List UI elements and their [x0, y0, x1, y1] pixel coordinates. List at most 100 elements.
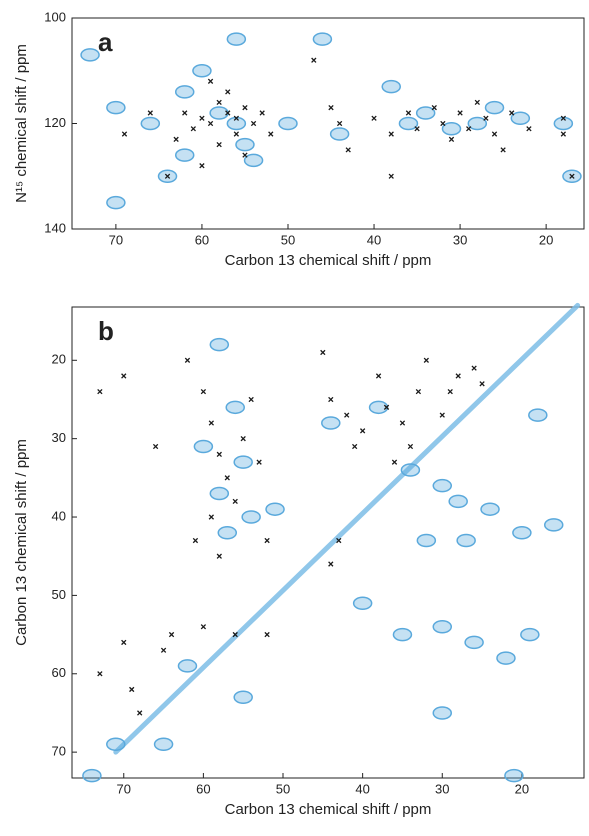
assigned-peak	[240, 436, 246, 442]
peak-contour	[209, 337, 230, 352]
assigned-peak	[345, 147, 351, 153]
assigned-peak	[268, 131, 274, 137]
assigned-peak	[97, 388, 103, 395]
assigned-peak	[405, 110, 412, 116]
peak-contour	[80, 48, 100, 62]
assigned-peak	[447, 388, 453, 395]
peak-contour	[368, 400, 389, 415]
peak-contour	[432, 619, 453, 634]
peak-contour	[480, 502, 500, 516]
assigned-peak	[190, 126, 196, 132]
assigned-peak	[192, 537, 199, 544]
y-tick-label: 120	[44, 115, 66, 130]
assigned-peak	[383, 404, 390, 410]
peak-contour	[233, 690, 253, 705]
assigned-peak	[509, 110, 515, 116]
peak-contour	[381, 79, 401, 94]
x-tick-label: 60	[196, 781, 210, 796]
peak-contour	[174, 148, 195, 162]
assigned-peak	[160, 647, 167, 653]
peak-contour	[441, 122, 462, 136]
peak-contour	[415, 106, 436, 120]
assigned-peak	[264, 631, 270, 638]
peak-contour	[496, 651, 516, 665]
assigned-peak	[264, 537, 270, 544]
x-tick-label: 30	[435, 781, 449, 796]
x-tick-label: 20	[515, 781, 529, 796]
peak-contour	[177, 659, 198, 673]
assigned-peak	[388, 131, 394, 137]
assigned-peak	[173, 136, 179, 142]
peak-contour	[400, 463, 421, 477]
peak-contour	[209, 106, 229, 120]
assigned-peak	[182, 110, 188, 116]
assigned-peak	[491, 131, 498, 137]
peak-contour	[140, 116, 161, 131]
y-tick-label: 20	[52, 352, 66, 367]
assigned-peak	[232, 498, 238, 505]
peak-contour	[106, 737, 126, 752]
y-tick-label: 30	[52, 430, 66, 445]
peak-contour	[543, 518, 564, 532]
assigned-peak	[137, 710, 143, 716]
assigned-peak	[560, 131, 567, 137]
assigned-peak	[242, 152, 248, 158]
peak-contour	[432, 478, 453, 493]
x-tick-label: 50	[276, 781, 290, 796]
assigned-peak	[471, 365, 477, 371]
x-tick-label: 50	[281, 232, 295, 247]
peak-contour	[448, 494, 468, 509]
panel-label: a	[98, 27, 113, 57]
y-axis-label: N¹⁵ chemical shift / ppm	[13, 44, 30, 203]
assigned-peak	[407, 443, 414, 450]
peak-contour	[504, 768, 524, 783]
assigned-peak	[455, 373, 461, 379]
assigned-peak	[560, 115, 567, 121]
peak-contour	[193, 439, 214, 454]
panel: 70 60 50 40 30 20 20 30 40 50 60 70 Carbon 13 chemic…	[13, 302, 585, 818]
assigned-peak	[500, 147, 506, 153]
assigned-peak	[414, 126, 420, 132]
peak-contour	[512, 525, 532, 540]
assigned-peak	[121, 639, 127, 646]
assigned-peak	[121, 131, 128, 137]
y-tick-label: 40	[52, 508, 66, 523]
peak-contour	[217, 525, 238, 540]
peak-contour	[352, 596, 373, 610]
assigned-peak	[184, 357, 191, 363]
peak-contour	[329, 127, 350, 141]
assigned-peak	[359, 428, 366, 434]
assigned-peak	[259, 110, 265, 116]
assigned-peak	[336, 120, 343, 127]
peak-contour	[416, 533, 437, 548]
assigned-peak	[466, 126, 472, 132]
peak-contour	[233, 455, 253, 469]
assigned-peak	[225, 110, 231, 116]
peak-contour	[82, 768, 102, 783]
peak-contour	[235, 137, 255, 152]
assigned-peak	[391, 459, 398, 465]
x-tick-label: 40	[367, 232, 381, 247]
assigned-peak	[121, 373, 127, 379]
peak-contour	[467, 116, 488, 131]
diagonal	[113, 302, 581, 755]
assigned-peak	[479, 381, 485, 387]
assigned-peak	[439, 412, 445, 418]
assigned-peak	[440, 120, 446, 127]
peak-contour	[510, 111, 531, 125]
assigned-peak	[233, 115, 240, 121]
peak-contour	[153, 737, 174, 752]
assigned-peak	[216, 553, 222, 559]
peak-contour	[243, 153, 264, 168]
assigned-peak	[483, 115, 489, 121]
peak-contour	[321, 416, 341, 430]
assigned-peak	[152, 443, 159, 450]
plot-frame	[71, 306, 585, 779]
peak-contour	[520, 627, 540, 642]
assigned-peak	[164, 173, 171, 179]
peak-contour	[464, 635, 484, 650]
peak-contour	[174, 85, 195, 99]
assigned-peak	[328, 396, 334, 403]
peak-contour	[106, 195, 126, 210]
